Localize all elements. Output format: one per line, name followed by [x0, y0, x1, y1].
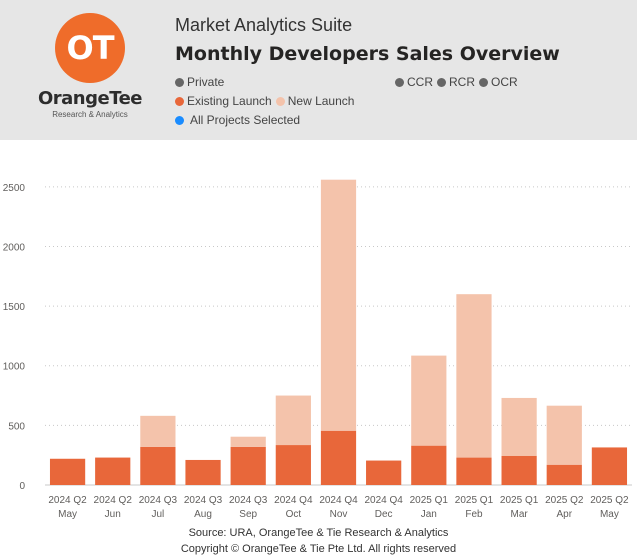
bar-existing-launch: [320, 430, 357, 485]
x-tick-label-month: Nov: [330, 509, 348, 520]
y-tick-label: 1500: [3, 302, 26, 313]
x-tick-label-quarter: 2024 Q4: [274, 495, 313, 506]
bar-existing-launch: [411, 445, 447, 485]
sales-bar-chart: 0 500 1000 1500 2000 2500 2024 Q2 May 2024 Q2 Jun…: [3, 179, 632, 520]
legend-item-ccr[interactable]: CCR: [395, 75, 433, 89]
ocr-dot-icon: [479, 77, 488, 87]
bar-new-launch: [320, 179, 357, 431]
legend-label-existing-launch: Existing Launch: [187, 94, 272, 108]
bar-new-launch: [230, 436, 266, 447]
x-tick-label-month: Feb: [465, 509, 483, 520]
x-tick-label-month: Mar: [510, 509, 528, 520]
x-tick-label-month: Oct: [286, 509, 302, 520]
report-header: OT OrangeTee Research & Analytics Market…: [0, 0, 637, 140]
bar-existing-launch: [501, 455, 537, 485]
segment-legend: Private: [175, 75, 228, 89]
y-tick-label: 1000: [3, 362, 26, 373]
x-tick-label-month: Jan: [421, 509, 437, 520]
legend-label-new-launch: New Launch: [287, 94, 355, 108]
bar-existing-launch: [275, 445, 311, 485]
orangetee-logo-subtitle: Research & Analytics: [52, 110, 128, 119]
x-tick-label-quarter: 2024 Q4: [319, 495, 358, 506]
bar-new-launch: [275, 395, 311, 446]
legend-item-all-projects[interactable]: All Projects Selected: [175, 113, 300, 127]
chart-title: Monthly Developers Sales Overview: [175, 43, 560, 65]
projects-legend: All Projects Selected: [175, 113, 304, 127]
bar-new-launch: [546, 405, 582, 465]
bar-existing-launch: [140, 446, 176, 485]
bar-new-launch: [140, 415, 176, 447]
x-tick-label-month: Sep: [239, 509, 257, 520]
x-tick-label-month: Jun: [105, 509, 121, 520]
x-tick-label-quarter: 2024 Q2: [48, 495, 87, 506]
bar-existing-launch: [230, 446, 266, 485]
bar-existing-launch: [591, 447, 628, 485]
legend-label-ocr: OCR: [491, 75, 518, 89]
bar-existing-launch: [546, 464, 582, 485]
source-note: Source: URA, OrangeTee & Tie Research & …: [188, 527, 449, 539]
y-tick-label: 500: [8, 421, 25, 432]
x-tick-label-month: May: [600, 509, 619, 520]
legend-item-rcr[interactable]: RCR: [437, 75, 475, 89]
app-title: Market Analytics Suite: [175, 15, 353, 35]
x-tick-label-quarter: 2024 Q3: [184, 495, 223, 506]
y-tick-label: 0: [19, 481, 25, 492]
legend-item-new-launch[interactable]: New Launch: [275, 94, 355, 108]
bar-existing-launch: [95, 457, 131, 485]
region-legend: CCR RCR OCR: [395, 75, 522, 89]
x-tick-label-quarter: 2025 Q2: [545, 495, 584, 506]
rcr-dot-icon: [437, 77, 446, 87]
x-tick-label-quarter: 2025 Q1: [410, 495, 449, 506]
bar-new-launch: [456, 294, 492, 458]
legend-label-rcr: RCR: [449, 75, 475, 89]
legend-item-ocr[interactable]: OCR: [479, 75, 518, 89]
legend-label-private: Private: [187, 75, 225, 89]
y-tick-label: 2500: [3, 183, 26, 194]
bar-existing-launch: [49, 458, 86, 485]
copyright-note: Copyright © OrangeTee & Tie Pte Ltd. All…: [180, 543, 457, 555]
existing-launch-dot-icon: [175, 96, 184, 106]
x-tick-label-month: Aug: [194, 509, 212, 520]
private-dot-icon: [175, 77, 184, 87]
all-projects-dot-icon: [175, 115, 184, 125]
x-tick-label-month: Jul: [151, 509, 164, 520]
new-launch-dot-icon: [275, 96, 285, 106]
bar-existing-launch: [456, 457, 492, 485]
bar-new-launch: [411, 355, 447, 446]
x-tick-label-quarter: 2025 Q2: [590, 495, 629, 506]
x-tick-label-quarter: 2025 Q1: [455, 495, 494, 506]
x-tick-label-quarter: 2024 Q3: [139, 495, 178, 506]
bar-existing-launch: [185, 459, 221, 485]
bar-new-launch: [501, 397, 537, 456]
orangetee-logo-mark: OT: [55, 13, 125, 83]
bar-existing-launch: [366, 460, 402, 485]
legend-item-existing-launch[interactable]: Existing Launch: [175, 94, 272, 108]
y-tick-label: 2000: [3, 242, 26, 253]
x-tick-label-quarter: 2024 Q3: [229, 495, 268, 506]
x-tick-label-month: Apr: [556, 509, 572, 520]
x-tick-label-month: Dec: [375, 509, 393, 520]
legend-label-all-projects: All Projects Selected: [190, 113, 301, 127]
x-tick-label-quarter: 2024 Q4: [364, 495, 403, 506]
legend-label-ccr: CCR: [407, 75, 433, 89]
orangetee-logo-name: OrangeTee: [37, 88, 143, 109]
x-tick-label-quarter: 2025 Q1: [500, 495, 539, 506]
launch-legend: Existing Launch New Launch: [175, 94, 358, 108]
x-tick-label-month: May: [58, 509, 77, 520]
x-tick-label-quarter: 2024 Q2: [94, 495, 133, 506]
ccr-dot-icon: [395, 77, 404, 87]
legend-item-private[interactable]: Private: [175, 75, 224, 89]
